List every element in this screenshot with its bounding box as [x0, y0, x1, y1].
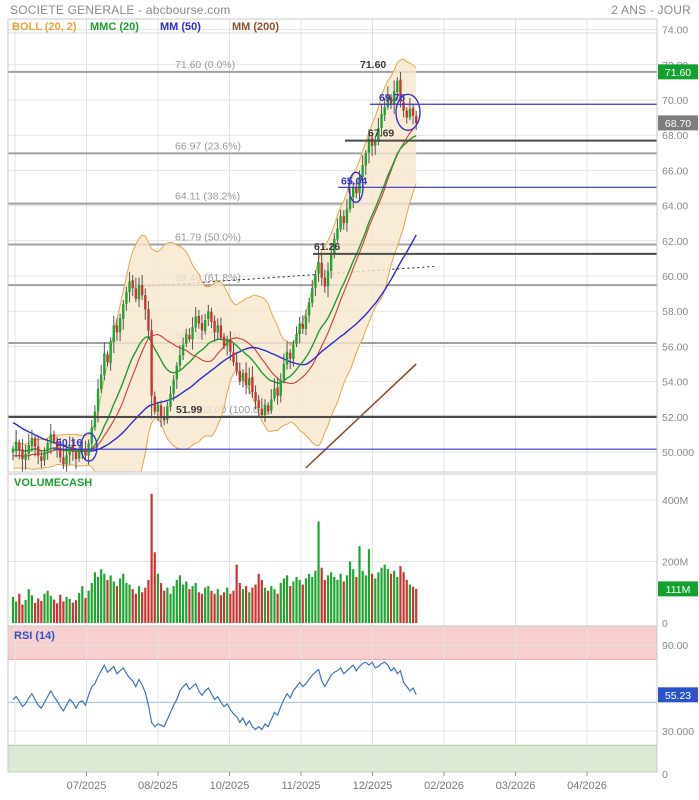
svg-text:71.60: 71.60 [665, 67, 691, 79]
annotations: 71.60 67.69 61.26 51.99 50.16 65.04 69.76 [8, 59, 657, 462]
price-axis-tick: 74.00 [662, 25, 688, 37]
rsi-plot [12, 661, 417, 731]
mm200-line [305, 363, 417, 469]
fib-label: 61.79 (50.0%) [175, 231, 241, 243]
svg-text:111M: 111M [666, 584, 691, 596]
price-axis-tick: 50.000 [662, 447, 694, 459]
fib-label: 66.97 (23.6%) [175, 140, 241, 152]
mm50-line [12, 234, 417, 452]
legend-mmc20[interactable]: MMC (20) [90, 21, 139, 33]
rsi-badge: 55.23 [658, 687, 698, 703]
gridlines [8, 19, 657, 772]
annotation-price-label: 50.16 [56, 437, 82, 449]
rsi-axis-tick: 0 [662, 769, 668, 781]
price-axis-tick: 62.00 [662, 236, 688, 248]
axis-labels: 74.0072.0070.0068.0066.0064.0062.0060.00… [7, 18, 698, 792]
rsi-zones [8, 626, 657, 772]
annotation-circle [80, 432, 98, 462]
volume-badge: 111M [658, 581, 698, 597]
legend-bollinger[interactable]: BOLL (20, 2) [12, 21, 77, 33]
price-callout-label: 51.99 [176, 404, 202, 416]
price-callout-label: 71.60 [360, 59, 386, 71]
fib-label: 71.60 (0.0%) [175, 59, 235, 71]
volume-axis-tick: 0 [662, 618, 668, 630]
price-axis-tick: 56.00 [662, 341, 688, 353]
price-axis-tick: 68.00 [662, 130, 688, 142]
legend-mm50[interactable]: MM (50) [160, 21, 201, 33]
price-callout-label: 67.69 [368, 128, 394, 140]
annotation-circle [348, 171, 364, 203]
annotation-price-label: 69.76 [379, 92, 405, 104]
annotation-price-label: 65.04 [341, 175, 367, 187]
rsi-line [12, 661, 417, 731]
price-axis-tick: 54.00 [662, 377, 688, 389]
date-axis-label: 04/2026 [567, 780, 607, 792]
volume-axis-tick: 200M [662, 557, 688, 569]
date-axis-label: 03/2026 [496, 780, 536, 792]
fib-label: 64.11 (38.2%) [175, 191, 240, 203]
date-axis-label: 08/2025 [138, 780, 178, 792]
volume-axis-tick: 400M [662, 495, 688, 507]
price-axis-tick: 60.00 [662, 271, 688, 283]
svg-text:55.23: 55.23 [665, 690, 691, 702]
rsi-pane-label: RSI (14) [14, 630, 55, 642]
bollinger-lower [13, 183, 417, 472]
price-axis-tick: 52.00 [662, 412, 688, 424]
high-price-badge: 71.60 [658, 64, 698, 80]
svg-text:68.70: 68.70 [665, 118, 691, 130]
last-price-badge: 68.70 [658, 115, 698, 131]
price-axis-tick: 70.00 [662, 95, 688, 107]
price-axis-tick: 58.00 [662, 306, 688, 318]
price-callout-label: 61.26 [314, 241, 340, 253]
page-title: SOCIETE GENERALE - abcbourse.com [10, 3, 231, 17]
price-axis-tick: 66.00 [662, 165, 688, 177]
annotation-circle [395, 93, 421, 132]
volume-bars [11, 493, 418, 623]
rsi-axis-tick: 90.00 [662, 640, 688, 652]
rsi-axis-tick: 30.000 [662, 726, 694, 738]
volume-pane-label: VOLUMECASH [14, 477, 93, 489]
date-axis-label: 10/2025 [210, 780, 250, 792]
timeframe-label: 2 ANS - JOUR [611, 3, 691, 17]
date-axis-label: 02/2026 [424, 780, 464, 792]
date-axis-label: 07/2025 [67, 780, 107, 792]
date-axis-label: 11/2025 [282, 780, 321, 792]
price-axis-tick: 64.00 [662, 201, 688, 213]
bollinger-fill [13, 59, 417, 472]
date-axis-label: 12/2025 [353, 780, 393, 792]
legend-mm200[interactable]: MM (200) [232, 21, 280, 33]
